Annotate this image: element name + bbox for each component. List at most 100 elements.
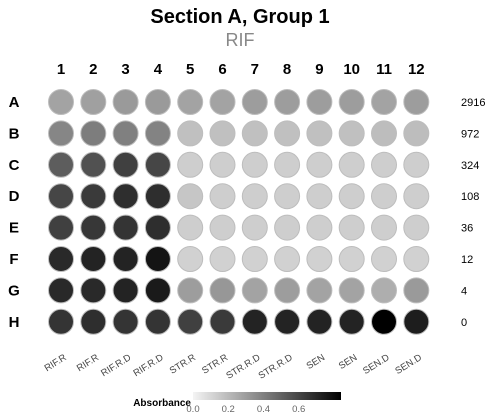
well-C9	[306, 151, 333, 178]
column-label: 6	[218, 61, 226, 78]
well-D1	[48, 183, 74, 210]
row-label: G	[8, 282, 20, 299]
well-G10	[338, 277, 365, 304]
dilution-label: 12	[461, 254, 473, 266]
well-F10	[338, 246, 365, 272]
well-D11	[371, 183, 397, 210]
well-A1	[48, 89, 74, 115]
well-E3	[112, 214, 139, 241]
well-H11	[371, 308, 397, 335]
legend-tick-label: 0.4	[257, 404, 270, 415]
condition-label: STR.R	[168, 352, 198, 377]
legend-tick-label: 0.6	[292, 404, 305, 415]
well-B3	[112, 120, 139, 147]
well-B8	[274, 120, 301, 147]
column-label: 8	[283, 61, 291, 78]
well-B12	[403, 120, 430, 147]
well-D8	[274, 183, 301, 210]
well-D7	[241, 183, 268, 210]
dilution-label: 36	[461, 223, 473, 235]
well-G9	[306, 277, 333, 304]
row-label: A	[9, 94, 20, 111]
well-B7	[241, 120, 268, 147]
condition-label: SEN.D	[393, 352, 424, 377]
dilution-label: 2916	[461, 97, 485, 109]
well-D12	[403, 183, 430, 210]
well-E10	[338, 214, 365, 241]
well-A8	[274, 89, 301, 115]
well-G11	[371, 277, 397, 304]
column-label: 2	[89, 61, 97, 78]
row-label: F	[9, 251, 18, 268]
condition-label: STR.R.D	[257, 352, 295, 382]
well-H1	[48, 308, 74, 335]
well-A5	[177, 89, 204, 115]
well-E12	[403, 214, 430, 241]
column-label: 9	[315, 61, 323, 78]
column-labels: 1 2 3 4 5 6 7 8 9 10 11 12	[57, 61, 425, 78]
well-F5	[177, 246, 204, 272]
well-F12	[403, 246, 430, 272]
well-C3	[112, 151, 139, 178]
well-E7	[241, 214, 268, 241]
well-A2	[80, 89, 107, 115]
well-A4	[144, 89, 171, 115]
well-E8	[274, 214, 301, 241]
well-D2	[80, 183, 107, 210]
well-G8	[274, 277, 301, 304]
well-F11	[371, 246, 397, 272]
well-G12	[403, 277, 430, 304]
well-H6	[209, 308, 236, 335]
legend-title: Absorbance	[133, 398, 191, 409]
condition-label: SEN	[305, 352, 328, 372]
legend-color-bar	[193, 392, 341, 400]
well-B4	[144, 120, 171, 147]
well-D4	[144, 183, 171, 210]
dilution-label: 108	[461, 191, 479, 203]
well-D5	[177, 183, 204, 210]
condition-label: RIF.R	[75, 352, 101, 374]
well-B10	[338, 120, 365, 147]
column-label: 4	[154, 61, 163, 78]
well-B9	[306, 120, 333, 147]
condition-label: STR.R.D	[224, 352, 262, 382]
well-D9	[306, 183, 333, 210]
column-label: 10	[343, 61, 360, 78]
chart-title: Section A, Group 1	[150, 6, 329, 28]
well-C10	[338, 151, 365, 178]
well-H10	[338, 308, 365, 335]
well-C8	[274, 151, 301, 178]
well-C11	[371, 151, 397, 178]
well-G2	[80, 277, 107, 304]
well-H8	[274, 308, 301, 335]
well-F1	[48, 246, 74, 272]
well-F7	[241, 246, 268, 272]
well-B2	[80, 120, 107, 147]
column-label: 12	[408, 61, 425, 78]
well-D10	[338, 183, 365, 210]
legend-tick-label: 0.0	[186, 404, 199, 415]
well-A10	[338, 89, 365, 115]
well-A12	[403, 89, 430, 115]
legend-tick-label: 0.2	[222, 404, 235, 415]
well-H5	[177, 308, 204, 335]
row-label: C	[9, 157, 20, 174]
well-A6	[209, 89, 236, 115]
dilution-labels: 2916 972 324 108 36 12 4 0	[461, 97, 485, 329]
well-E11	[371, 214, 397, 241]
column-label: 5	[186, 61, 194, 78]
well-C6	[209, 151, 236, 178]
dilution-label: 4	[461, 285, 467, 297]
well-G6	[209, 277, 236, 304]
well-G7	[241, 277, 268, 304]
well-F4	[144, 246, 171, 272]
well-D6	[209, 183, 236, 210]
well-C4	[144, 151, 171, 178]
well-C5	[177, 151, 204, 178]
well-E2	[80, 214, 107, 241]
row-label: D	[9, 188, 20, 205]
well-C2	[80, 151, 107, 178]
well-A7	[241, 89, 268, 115]
